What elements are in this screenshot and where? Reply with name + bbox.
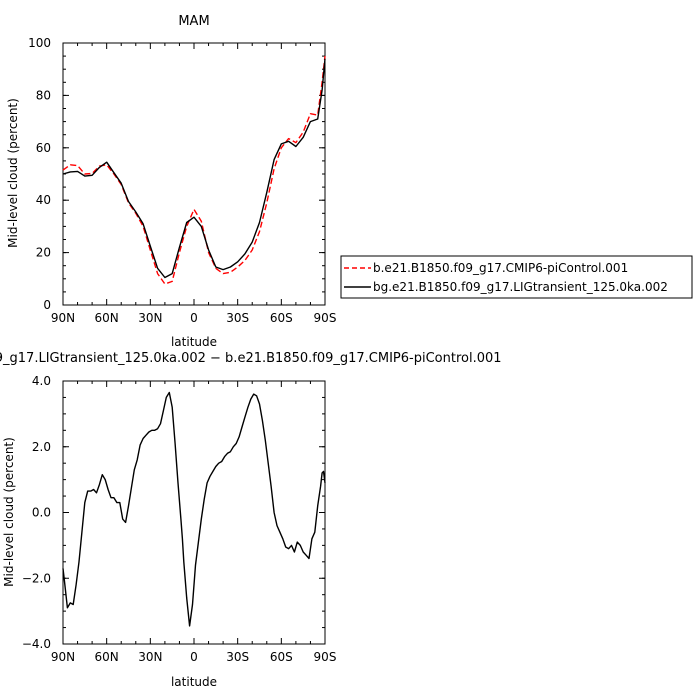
plot-frame (62, 42, 326, 306)
x-tick-label: 30N (138, 311, 162, 325)
x-tick-label: 90S (314, 311, 337, 325)
x-tick-label: 0 (190, 311, 198, 325)
x-axis-title: latitude (171, 675, 217, 689)
y-tick-label: −4.0 (22, 637, 51, 651)
x-tick-label: 60N (95, 650, 119, 664)
x-tick-label: 90N (51, 650, 75, 664)
mam-panel: MAM 90N 60N 30N 0 30S 60S 90S 0 20 40 60 80 100 lati… (6, 14, 693, 349)
y-tick-label: 4.0 (32, 374, 51, 388)
x-tick-label: 30N (138, 650, 162, 664)
x-tick-label: 30S (226, 311, 249, 325)
y-tick-label: 60 (36, 141, 51, 155)
x-axis-title: latitude (171, 335, 217, 349)
y-tick-label: 0.0 (32, 506, 51, 520)
legend-label-control: b.e21.B1850.f09_g17.CMIP6-piControl.001 (373, 261, 628, 275)
plot-area: 90N 60N 30N 0 30S 60S 90S −4.0 −2.0 0.0 2.0 4.0 (22, 374, 337, 664)
legend-box (340, 255, 693, 299)
y-tick-label: 2.0 (32, 440, 51, 454)
y-axis-title: Mid-level cloud (percent) (6, 98, 20, 248)
x-tick-label: 0 (190, 650, 198, 664)
x-tick-label: 30S (226, 650, 249, 664)
y-tick-label: 0 (43, 298, 51, 312)
plot-frame (62, 380, 326, 645)
series-line-0 (62, 56, 326, 285)
series-line-1 (62, 58, 326, 279)
plot-area: 90N 60N 30N 0 30S 60S 90S 0 20 40 60 80 100 (28, 36, 336, 325)
y-tick-label: 80 (36, 88, 51, 102)
x-tick-label: 90S (314, 650, 337, 664)
difference-panel: bg.e21.B1850.f09_g17.LIGtransient_125.0k… (0, 351, 502, 689)
y-tick-label: 100 (28, 36, 51, 50)
y-tick-label: 40 (36, 193, 51, 207)
x-tick-label: 60S (270, 650, 293, 664)
legend: b.e21.B1850.f09_g17.CMIP6-piControl.001 … (340, 255, 693, 299)
legend-label-lig: bg.e21.B1850.f09_g17.LIGtransient_125.0k… (373, 280, 668, 294)
x-tick-label: 60N (95, 311, 119, 325)
y-tick-label: 20 (36, 246, 51, 260)
chart-title: bg.e21.B1850.f09_g17.LIGtransient_125.0k… (0, 351, 502, 366)
x-tick-label: 90N (51, 311, 75, 325)
series-line-0 (62, 391, 326, 627)
y-tick-label: −2.0 (22, 571, 51, 585)
chart-title: MAM (178, 14, 209, 29)
y-axis-title: Mid-level cloud (percent) (2, 437, 16, 587)
x-tick-label: 60S (270, 311, 293, 325)
